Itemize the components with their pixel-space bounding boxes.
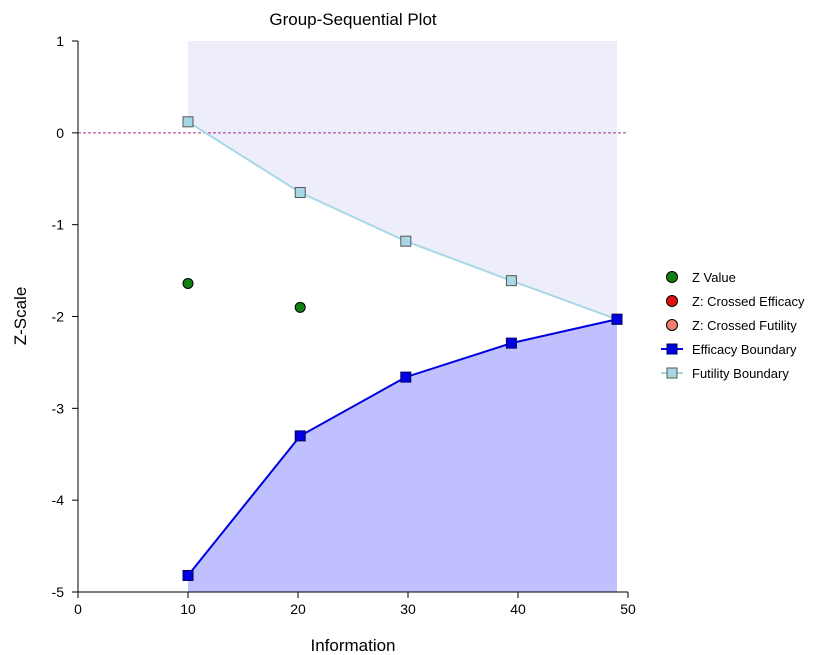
- legend-label: Futility Boundary: [692, 366, 789, 381]
- legend-circle-marker: [666, 271, 678, 283]
- x-tick-label: 0: [74, 601, 82, 617]
- efficacy-boundary-point: [400, 371, 412, 383]
- shaded-regions: [188, 41, 617, 592]
- legend-label: Z: Crossed Futility: [692, 318, 797, 333]
- efficacy-boundary-point: [611, 313, 623, 325]
- efficacy-boundary-point: [505, 337, 517, 349]
- y-tick-label: -3: [52, 400, 65, 416]
- legend-item: Z: Crossed Efficacy: [666, 294, 805, 309]
- x-tick-label: 20: [290, 601, 306, 617]
- legend-square-marker: [666, 343, 678, 355]
- y-tick-label: -1: [52, 217, 65, 233]
- legend-item: Efficacy Boundary: [661, 342, 797, 357]
- y-tick-label: -5: [52, 584, 65, 600]
- futility-boundary-point: [400, 235, 412, 247]
- y-axis-title: Z-Scale: [11, 287, 30, 346]
- legend-label: Efficacy Boundary: [692, 342, 797, 357]
- y-tick-label: -2: [52, 309, 65, 325]
- x-tick-label: 10: [180, 601, 196, 617]
- legend: Z Value Z: Crossed Efficacy Z: Crossed Fut…: [661, 270, 805, 381]
- y-tick-label: 1: [56, 33, 64, 49]
- chart-title: Group-Sequential Plot: [269, 10, 437, 29]
- futility-region: [188, 41, 617, 320]
- y-tick-label: 0: [56, 125, 64, 141]
- legend-label: Z Value: [692, 270, 736, 285]
- x-tick-label: 40: [510, 601, 526, 617]
- x-tick-label: 50: [620, 601, 636, 617]
- z-value-point: [294, 301, 306, 313]
- efficacy-boundary-point: [182, 569, 194, 581]
- efficacy-boundary-point: [294, 430, 306, 442]
- futility-boundary-point: [294, 187, 306, 199]
- legend-item: Z: Crossed Futility: [666, 318, 797, 333]
- legend-label: Z: Crossed Efficacy: [692, 294, 805, 309]
- legend-circle-marker: [666, 295, 678, 307]
- efficacy-region: [188, 319, 617, 592]
- legend-circle-marker: [666, 319, 678, 331]
- x-tick-label: 30: [400, 601, 416, 617]
- series-group: [182, 116, 623, 581]
- futility-boundary-point: [505, 275, 517, 287]
- legend-square-marker: [666, 367, 678, 379]
- legend-item: Futility Boundary: [661, 366, 789, 381]
- legend-item: Z Value: [666, 270, 736, 285]
- futility-boundary-point: [182, 116, 194, 128]
- y-tick-label: -4: [52, 492, 65, 508]
- x-axis-title: Information: [310, 636, 395, 655]
- z-value-point: [182, 277, 194, 289]
